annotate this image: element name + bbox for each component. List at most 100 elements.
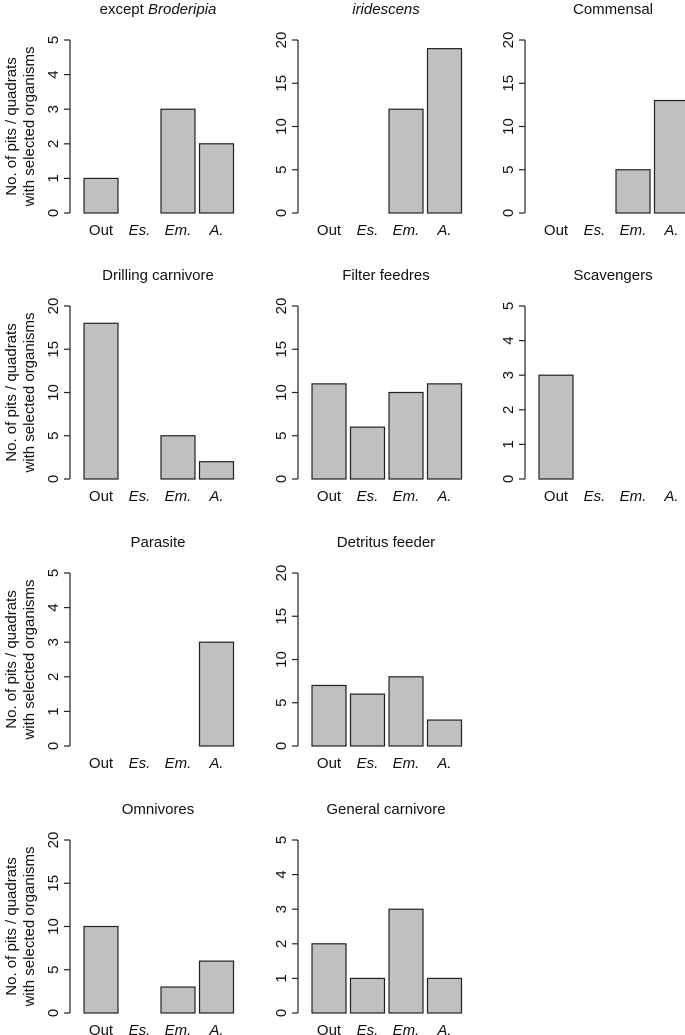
y-tick-label: 3 <box>500 371 517 379</box>
y-tick-label: 5 <box>45 569 62 577</box>
chart-title: except Broderipia <box>100 1 217 18</box>
y-tick-label: 3 <box>45 105 62 113</box>
y-axis-label: with selected organisms <box>21 46 38 207</box>
category: A. <box>208 1022 223 1035</box>
bar <box>426 719 463 747</box>
bar <box>388 908 424 1014</box>
y-tick-label: 0 <box>273 475 290 483</box>
category: Out <box>544 222 569 239</box>
bar <box>311 383 347 480</box>
y-tick-label: 10 <box>273 384 290 401</box>
category: A. <box>208 488 223 505</box>
bar <box>83 925 119 1014</box>
y-tick-label: 20 <box>500 32 517 49</box>
category: Out <box>317 222 342 239</box>
x-tick-label: A. <box>208 755 223 772</box>
x-tick-label: Em. <box>165 1022 192 1035</box>
y-tick-label: 1 <box>500 440 517 448</box>
category: Em. <box>165 755 192 772</box>
x-tick-label: Em. <box>393 222 420 239</box>
chart-title: Detritus feeder <box>337 534 435 551</box>
category: Out <box>89 1022 114 1035</box>
category: Es. <box>129 222 151 239</box>
y-axis-label: No. of pits / quadrats <box>3 590 20 728</box>
x-tick-label: A. <box>436 755 451 772</box>
y-tick-label: 4 <box>500 336 517 344</box>
x-tick-label: Out <box>317 1022 342 1035</box>
x-tick-label: Out <box>544 222 569 239</box>
category: A. <box>208 755 223 772</box>
x-tick-label: Es. <box>129 755 151 772</box>
category: Out <box>89 755 114 772</box>
chart-title: Drilling carnivore <box>102 267 214 284</box>
x-tick-label: A. <box>663 222 678 239</box>
y-tick-label: 5 <box>45 966 62 974</box>
x-tick-label: Es. <box>129 1022 151 1035</box>
x-tick-label: Em. <box>393 1022 420 1035</box>
title-part: Broderipia <box>148 1 216 18</box>
x-tick-label: Es. <box>584 222 606 239</box>
x-tick-label: Out <box>89 488 114 505</box>
y-tick-label: 1 <box>45 707 62 715</box>
category: Em. <box>393 755 420 772</box>
y-tick-label: 10 <box>500 118 517 135</box>
y-tick-label: 15 <box>273 75 290 92</box>
x-tick-label: Es. <box>129 488 151 505</box>
y-tick-label: 0 <box>45 742 62 750</box>
title-part: except <box>100 1 148 18</box>
y-tick-label: 5 <box>500 166 517 174</box>
y-tick-label: 5 <box>500 302 517 310</box>
x-tick-label: Es. <box>357 222 379 239</box>
y-tick-label: 10 <box>45 918 62 935</box>
category: Em. <box>165 488 192 505</box>
bar <box>388 391 424 480</box>
x-tick-label: Out <box>317 488 342 505</box>
bar <box>160 108 196 214</box>
y-tick-label: 20 <box>45 832 62 849</box>
x-tick-label: Em. <box>165 222 192 239</box>
y-tick-label: 15 <box>273 608 290 625</box>
y-tick-label: 2 <box>45 673 62 681</box>
bar <box>426 977 463 1014</box>
title-part: Detritus feeder <box>337 534 435 551</box>
title-part: Drilling carnivore <box>102 267 214 284</box>
bar <box>349 977 386 1014</box>
category: Out <box>544 488 569 505</box>
y-axis-label: No. of pits / quadrats <box>3 857 20 995</box>
x-tick-label: A. <box>436 1022 451 1035</box>
y-tick-label: 15 <box>273 341 290 358</box>
x-tick-label: A. <box>208 488 223 505</box>
chart-title: Parasite <box>130 534 185 551</box>
x-tick-label: Em. <box>393 755 420 772</box>
title-part: Parasite <box>130 534 185 551</box>
category: Es. <box>357 488 379 505</box>
category: Em. <box>393 488 420 505</box>
category: A. <box>436 1022 451 1035</box>
y-tick-label: 20 <box>45 298 62 315</box>
y-tick-label: 5 <box>273 166 290 174</box>
category: A. <box>436 222 451 239</box>
bar <box>615 169 651 214</box>
bar <box>311 684 347 747</box>
category: Es. <box>357 755 379 772</box>
bar <box>388 108 424 214</box>
y-axis-label: with selected organisms <box>21 846 38 1007</box>
x-tick-label: Em. <box>165 755 192 772</box>
x-tick-label: A. <box>208 222 223 239</box>
y-tick-label: 0 <box>273 742 290 750</box>
bar <box>426 383 463 480</box>
y-axis-label: No. of pits / quadrats <box>3 323 20 461</box>
x-tick-label: Out <box>544 488 569 505</box>
category: A. <box>436 755 451 772</box>
x-tick-label: Out <box>89 755 114 772</box>
category: Em. <box>165 1022 192 1035</box>
category: A. <box>208 222 223 239</box>
x-tick-label: Out <box>317 222 342 239</box>
bar <box>83 322 119 480</box>
x-tick-label: Em. <box>165 488 192 505</box>
y-tick-label: 10 <box>273 651 290 668</box>
x-tick-label: Em. <box>620 222 647 239</box>
category: Out <box>89 488 114 505</box>
x-tick-label: Es. <box>129 222 151 239</box>
y-tick-label: 0 <box>45 1009 62 1017</box>
